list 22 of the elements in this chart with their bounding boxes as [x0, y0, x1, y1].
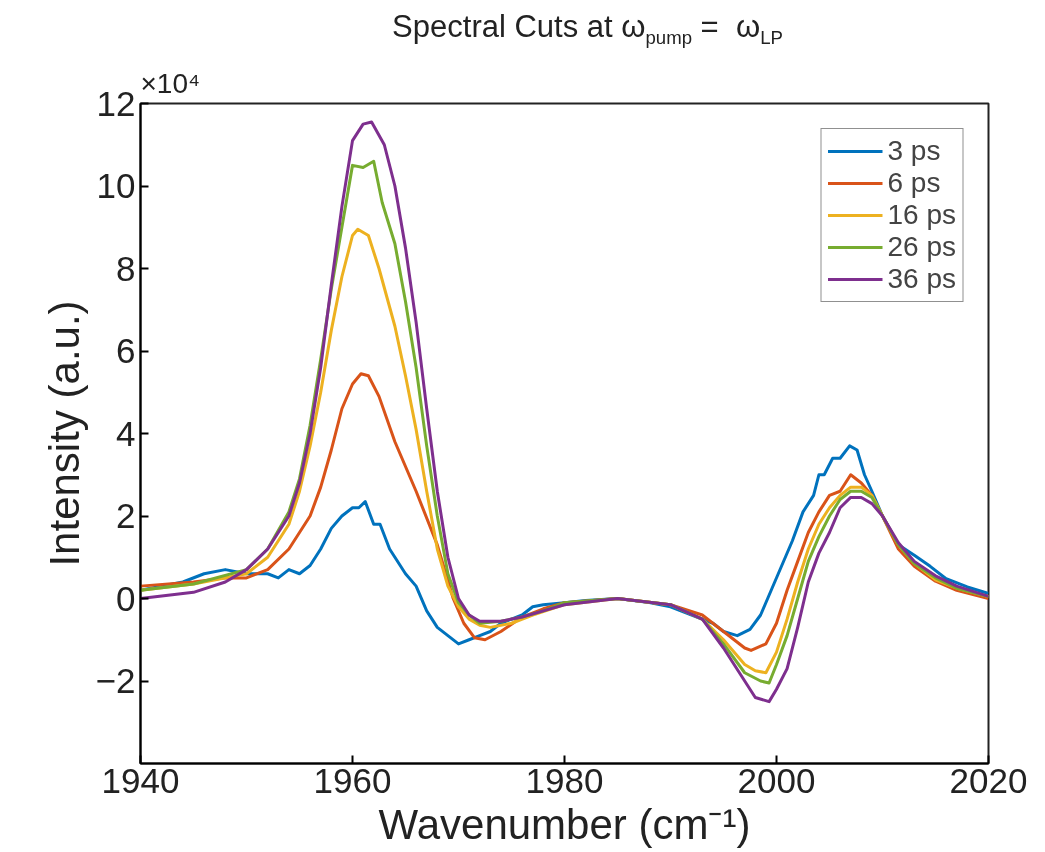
x-tick-label: 1940 [101, 760, 180, 800]
y-tick-label: 6 [116, 331, 136, 370]
legend-label: 26 ps [887, 231, 956, 263]
y-tick-label: −2 [95, 661, 136, 700]
y-axis-title: Intensity (a.u.) [40, 300, 88, 567]
x-tick-label: 2020 [949, 760, 1028, 800]
x-tick-label: 1980 [525, 760, 604, 800]
legend-label: 3 ps [887, 135, 941, 167]
chart-title: Spectral Cuts at ω$_{pump}$ = ω$_{LP}$ [392, 8, 783, 51]
x-tick-label: 1960 [313, 760, 392, 800]
y-tick-label: 4 [116, 413, 136, 453]
x-axis-title: Wavenumber (cm⁻¹) [378, 800, 751, 848]
legend-label: 16 ps [887, 199, 956, 231]
text: ×10⁴ [140, 67, 201, 99]
y-tick-label: 10 [96, 166, 136, 205]
legend-label: 36 ps [887, 263, 956, 295]
y-tick-label: 2 [116, 496, 136, 535]
x-tick-label: 2000 [737, 760, 816, 800]
y-tick-label: 0 [116, 578, 136, 618]
legend-label: 6 ps [887, 167, 941, 199]
y-tick-label: 12 [96, 83, 136, 123]
y-tick-label: 8 [116, 248, 136, 288]
